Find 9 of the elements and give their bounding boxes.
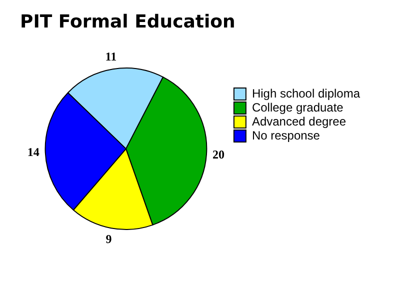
data-label: 11 [105,49,117,64]
legend-label: No response [252,128,320,142]
data-label: 9 [106,232,112,246]
data-label: 20 [212,147,224,162]
legend-label: Advanced degree [252,114,346,128]
legend-label: College graduate [252,100,344,114]
chart-title: PIT Formal Education [20,11,236,32]
data-label: 14 [27,145,40,160]
legend-label: High school diploma [252,86,360,100]
